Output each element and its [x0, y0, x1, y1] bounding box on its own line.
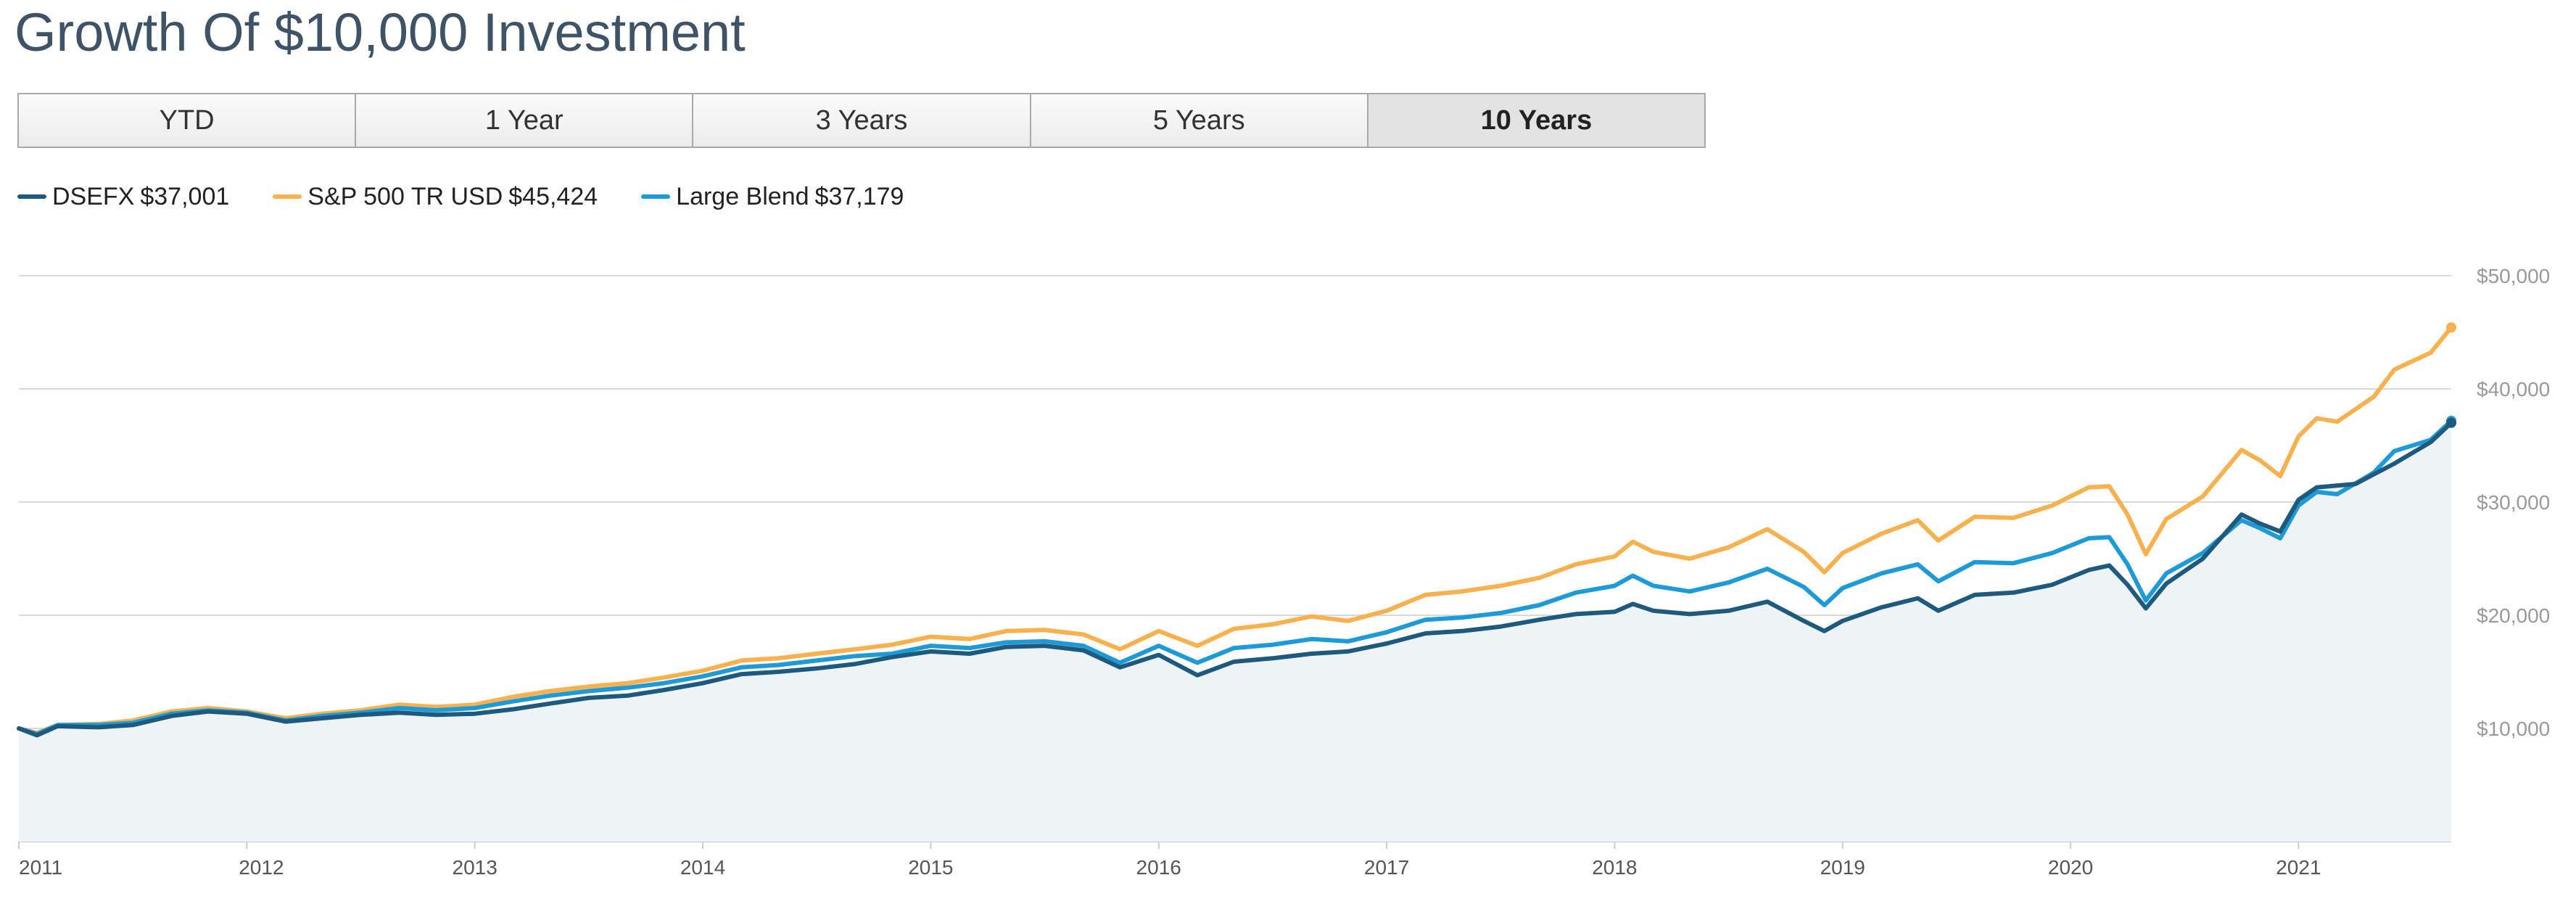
x-tick-label-2018: 2018 — [1592, 856, 1637, 879]
tab-ytd[interactable]: YTD — [19, 94, 357, 147]
series-line-dsefx — [17, 420, 2453, 738]
x-tick-label-2019: 2019 — [1820, 856, 1865, 879]
series-line-s-p-500-tr-usd — [17, 325, 2453, 736]
tab-1-year[interactable]: 1 Year — [356, 94, 694, 147]
area-fill-dsefx — [19, 422, 2451, 842]
growth-line-chart: $10,000 $20,000 $30,000 $40,000 $50,000 2011… — [17, 265, 2550, 879]
legend-item-sp500[interactable]: S&P 500 TR USD $45,424 — [273, 183, 598, 211]
x-tick-label-2014: 2014 — [680, 856, 725, 879]
legend-label-large-blend: Large Blend — [676, 182, 809, 210]
y-axis-ticks: $10,000 $20,000 $30,000 $40,000 $50,000 — [2477, 265, 2550, 740]
legend-label-sp500: S&P 500 TR USD — [307, 182, 503, 210]
legend-swatch-sp500 — [273, 194, 302, 199]
series-end-point-dsefx — [2446, 417, 2456, 428]
tab-10-years[interactable]: 10 Years — [1368, 94, 1705, 147]
x-tick-label-2016: 2016 — [1136, 856, 1181, 879]
y-tick-label-20000: $20,000 — [2477, 604, 2550, 627]
legend-value-large-blend: $37,179 — [814, 182, 904, 210]
legend-value-sp500: $45,424 — [508, 182, 598, 210]
y-tick-label-40000: $40,000 — [2477, 378, 2550, 400]
x-tick-label-2015: 2015 — [908, 856, 953, 879]
legend-swatch-dsefx — [17, 194, 46, 199]
tab-3-years[interactable]: 3 Years — [693, 94, 1031, 147]
x-tick-label-2021: 2021 — [2276, 856, 2321, 879]
line-layer — [17, 325, 2453, 738]
y-tick-label-10000: $10,000 — [2477, 718, 2550, 740]
x-tick-label-2013: 2013 — [453, 856, 498, 879]
series-line-large-blend — [17, 419, 2453, 736]
y-tick-label-50000: $50,000 — [2477, 265, 2550, 287]
y-tick-label-30000: $30,000 — [2477, 491, 2550, 514]
series-end-point-s-p-500-tr-usd — [2446, 322, 2456, 333]
legend-item-dsefx[interactable]: DSEFX $37,001 — [17, 183, 229, 211]
chart-legend: DSEFX $37,001 S&P 500 TR USD $45,424 Lar… — [17, 178, 947, 215]
page-title: Growth Of $10,000 Investment — [15, 2, 746, 62]
x-axis-ticks: 2011 2012 2013 2014 2015 2016 2017 2018 2019 2020… — [18, 842, 2321, 879]
marker-layer — [2446, 322, 2456, 428]
legend-value-dsefx: $37,001 — [140, 182, 230, 210]
tab-5-years[interactable]: 5 Years — [1031, 94, 1368, 147]
x-tick-label-2020: 2020 — [2048, 856, 2093, 879]
x-tick-label-2017: 2017 — [1364, 856, 1409, 879]
area-layer — [19, 422, 2451, 842]
legend-item-large-blend[interactable]: Large Blend $37,179 — [641, 183, 904, 211]
x-tick-label-2012: 2012 — [239, 856, 284, 879]
x-tick-label-2011: 2011 — [19, 856, 62, 879]
time-range-tabs: YTD 1 Year 3 Years 5 Years 10 Years — [17, 93, 1706, 148]
legend-swatch-large-blend — [641, 194, 671, 199]
legend-label-dsefx: DSEFX — [52, 182, 135, 210]
